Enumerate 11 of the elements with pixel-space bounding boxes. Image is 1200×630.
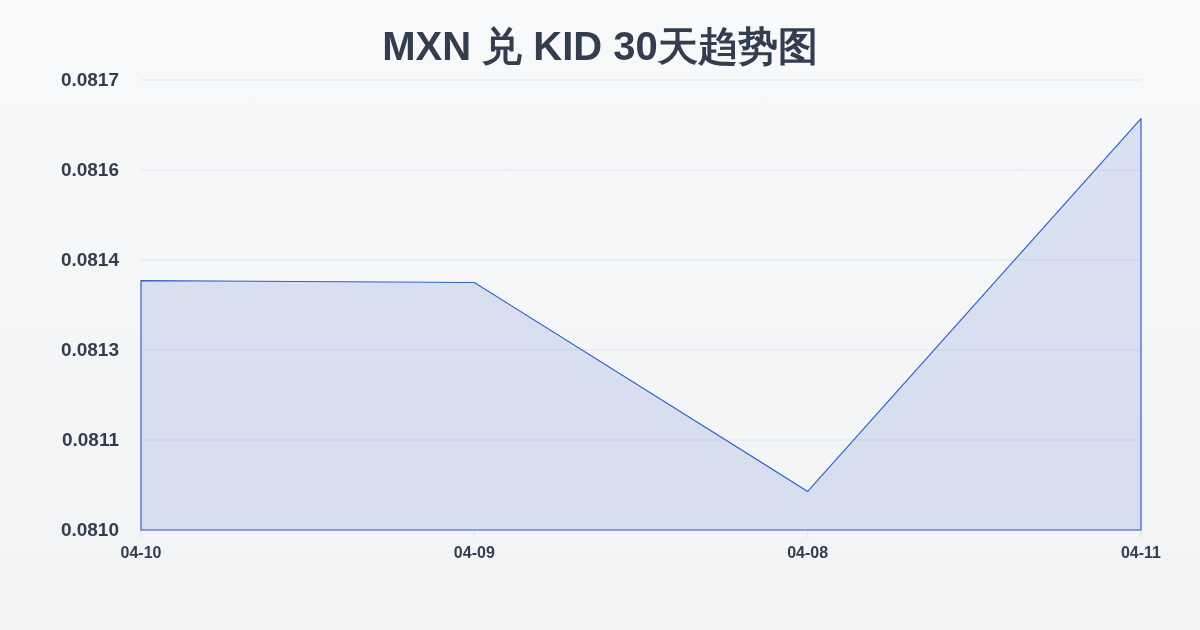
y-tick-label: 0.0813 — [60, 339, 119, 360]
x-tick-label: 04-11 — [1120, 544, 1162, 561]
y-tick-label: 0.0814 — [60, 249, 120, 270]
x-tick-label: 04-10 — [120, 544, 162, 561]
x-tick-label: 04-08 — [787, 544, 829, 561]
y-tick-label: 0.0817 — [60, 69, 119, 90]
y-tick-label: 0.0811 — [61, 429, 120, 450]
x-tick-label: 04-09 — [453, 544, 495, 561]
y-tick-label: 0.0816 — [60, 159, 119, 180]
title: MXN 兑 KID 30天趋势图 — [382, 24, 818, 68]
y-tick-label: 0.0810 — [60, 519, 119, 540]
